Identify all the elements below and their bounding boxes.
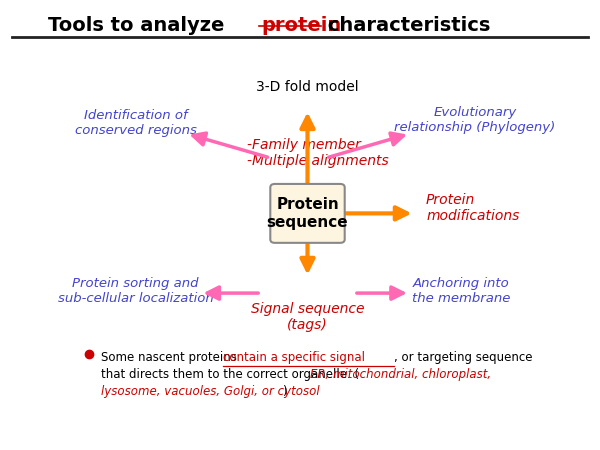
Text: Anchoring into
the membrane: Anchoring into the membrane: [412, 277, 510, 306]
Text: Protein
sequence: Protein sequence: [266, 197, 349, 230]
Text: that directs them to the correct organelle. (: that directs them to the correct organel…: [101, 368, 359, 381]
Text: lysosome, vacuoles, Golgi, or cytosol: lysosome, vacuoles, Golgi, or cytosol: [101, 385, 319, 398]
Text: characteristics: characteristics: [321, 16, 490, 35]
Text: ER, mitochondrial, chloroplast,: ER, mitochondrial, chloroplast,: [310, 368, 491, 381]
FancyBboxPatch shape: [270, 184, 344, 243]
Text: ): ): [282, 385, 287, 398]
Text: Evolutionary
relationship (Phylogeny): Evolutionary relationship (Phylogeny): [394, 106, 556, 134]
Text: Protein
modifications: Protein modifications: [426, 193, 520, 223]
Text: Identification of
conserved regions: Identification of conserved regions: [74, 109, 196, 137]
Text: Protein sorting and
sub-cellular localization: Protein sorting and sub-cellular localiz…: [58, 277, 214, 306]
Text: , or targeting sequence: , or targeting sequence: [394, 351, 532, 364]
Text: Tools to analyze: Tools to analyze: [48, 16, 231, 35]
Text: contain a specific signal: contain a specific signal: [223, 351, 365, 364]
Text: 3-D fold model: 3-D fold model: [256, 80, 359, 94]
Text: protein: protein: [261, 16, 341, 35]
Text: Signal sequence
(tags): Signal sequence (tags): [251, 302, 364, 332]
Text: Some nascent proteins: Some nascent proteins: [101, 351, 240, 364]
Text: -Family member
-Multiple alignments: -Family member -Multiple alignments: [247, 138, 389, 168]
